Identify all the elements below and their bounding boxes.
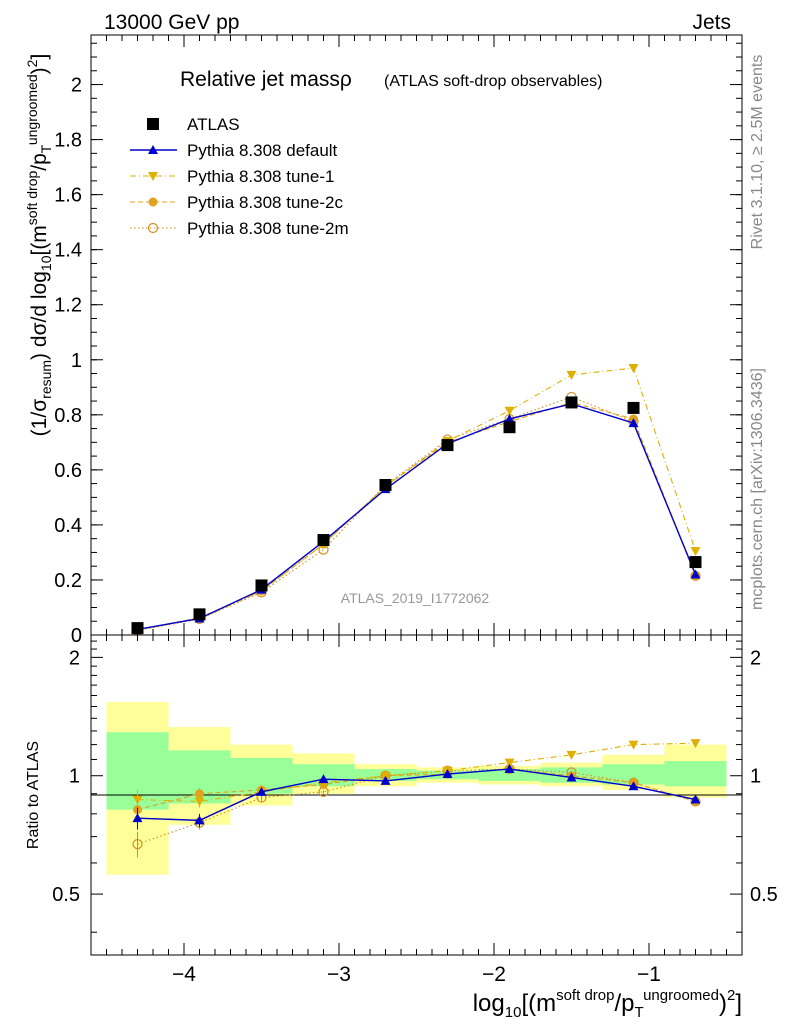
ratio-point bbox=[132, 795, 143, 805]
y-tick-label: 1.8 bbox=[54, 130, 82, 152]
y-tick-label: 1.6 bbox=[54, 185, 82, 207]
main-marks bbox=[131, 364, 702, 636]
data-point bbox=[628, 418, 639, 428]
ratio-tick-label: 1 bbox=[69, 766, 80, 788]
y-axis-label: (1/σresum) dσ/d log10[(msoft drop/pTungr… bbox=[24, 54, 54, 437]
watermark: ATLAS_2019_I1772062 bbox=[341, 590, 490, 606]
x-axis-label: log10[(msoft drop/pTungroomed)2] bbox=[473, 987, 742, 1021]
ratio-point bbox=[194, 815, 205, 825]
ratio-band-stat bbox=[664, 761, 727, 787]
x-tick-label: −1 bbox=[637, 963, 661, 986]
header-right: Jets bbox=[692, 11, 731, 34]
legend-marker bbox=[148, 197, 158, 207]
ratio-point bbox=[566, 772, 577, 782]
legend-label: Pythia 8.308 tune-1 bbox=[187, 167, 334, 186]
y-tick-label: 0.6 bbox=[54, 460, 82, 482]
ratio-point bbox=[442, 769, 453, 779]
ratio-tick-label-right: 1 bbox=[750, 766, 761, 788]
ratio-point bbox=[194, 797, 205, 807]
data-point bbox=[131, 622, 144, 635]
ratio-point bbox=[132, 813, 143, 823]
ratio-band-stat bbox=[602, 764, 665, 785]
ratio-point bbox=[256, 786, 267, 796]
ratio-ticks: −4 −3 −2 −1 0.5 0.5 1 1 2 2 bbox=[52, 635, 778, 986]
data-point bbox=[628, 364, 639, 374]
main-ticks: 0 0.2 0.4 0.6 0.8 1 1.2 1.4 1.6 1.8 2 bbox=[54, 35, 743, 647]
ratio-point bbox=[628, 740, 639, 750]
ratio-tick-label-right: 2 bbox=[750, 647, 761, 669]
legend-marker bbox=[147, 118, 159, 130]
ratio-point bbox=[690, 794, 701, 804]
y-tick-label: 0.2 bbox=[54, 570, 82, 592]
ratio-point bbox=[504, 758, 515, 768]
data-point bbox=[690, 547, 701, 557]
ratio-point bbox=[628, 781, 639, 791]
legend-label: Pythia 8.308 tune-2m bbox=[187, 219, 349, 238]
data-point bbox=[565, 396, 578, 409]
y-tick-label: 1.2 bbox=[54, 295, 82, 317]
ratio-tick-label: 0.5 bbox=[52, 884, 80, 906]
series-line-ratio bbox=[137, 768, 696, 822]
ratio-point bbox=[504, 764, 515, 774]
legend-marker bbox=[147, 222, 159, 234]
y-tick-label: 0 bbox=[71, 625, 82, 647]
y-tick-label: 1.4 bbox=[54, 240, 82, 262]
ratio-point bbox=[566, 750, 577, 760]
data-point bbox=[255, 579, 268, 592]
mcplots-label: mcplots.cern.ch [arXiv:1306.3436] bbox=[749, 368, 766, 610]
y-tick-label: 0.8 bbox=[54, 405, 82, 427]
data-point bbox=[441, 439, 454, 452]
data-point bbox=[317, 534, 330, 547]
ratio-point bbox=[132, 839, 143, 850]
data-point bbox=[503, 421, 516, 434]
ratio-marks bbox=[132, 739, 701, 858]
series-line-ratio bbox=[137, 768, 696, 811]
y-tick-label: 0.4 bbox=[54, 515, 82, 537]
data-point bbox=[690, 569, 701, 579]
series-line-main bbox=[137, 396, 697, 632]
series-line-ratio bbox=[137, 768, 696, 845]
legend-label: Pythia 8.308 tune-2c bbox=[187, 193, 343, 212]
header-left: 13000 GeV pp bbox=[104, 11, 239, 34]
legend: ATLAS Pythia 8.308 default Pythia 8.308 tu… bbox=[130, 115, 349, 238]
ratio-tick-label-right: 0.5 bbox=[750, 884, 778, 906]
series-line-main bbox=[137, 367, 697, 631]
x-tick-label: −4 bbox=[172, 963, 196, 986]
main-panel: 0 0.2 0.4 0.6 0.8 1 1.2 1.4 1.6 1.8 2 Relative jet… bbox=[54, 34, 743, 647]
chart-subtitle: (ATLAS soft-drop observables) bbox=[384, 73, 602, 90]
legend-label: ATLAS bbox=[187, 115, 240, 134]
ratio-tick-label: 2 bbox=[69, 647, 80, 669]
legend-marker bbox=[148, 145, 158, 154]
ratio-band-stat bbox=[478, 769, 541, 781]
legend-label: Pythia 8.308 default bbox=[187, 141, 338, 160]
data-point bbox=[379, 479, 392, 491]
data-point bbox=[193, 608, 206, 621]
data-point bbox=[627, 401, 640, 414]
series-line-ratio bbox=[137, 742, 696, 803]
data-point bbox=[566, 370, 577, 380]
data-point bbox=[504, 406, 515, 416]
ratio-point bbox=[380, 775, 391, 785]
y-tick-label: 2 bbox=[71, 75, 82, 97]
chart-title: Relative jet massρ bbox=[180, 68, 352, 91]
ratio-panel: −4 −3 −2 −1 0.5 0.5 1 1 2 2 bbox=[52, 634, 778, 986]
x-tick-label: −3 bbox=[327, 963, 351, 986]
ratio-point bbox=[318, 774, 329, 784]
data-point bbox=[504, 413, 515, 423]
ratio-point bbox=[690, 739, 701, 749]
rivet-label: Rivet 3.1.10, ≥ 2.5M events bbox=[749, 55, 766, 250]
ratio-point bbox=[195, 789, 204, 799]
series-line-main bbox=[137, 403, 697, 631]
ratio-y-axis-label: Ratio to ATLAS bbox=[25, 741, 42, 849]
y-tick-label: 1 bbox=[71, 350, 82, 372]
x-tick-label: −2 bbox=[482, 963, 506, 986]
data-point bbox=[689, 556, 702, 569]
legend-marker bbox=[148, 172, 158, 181]
